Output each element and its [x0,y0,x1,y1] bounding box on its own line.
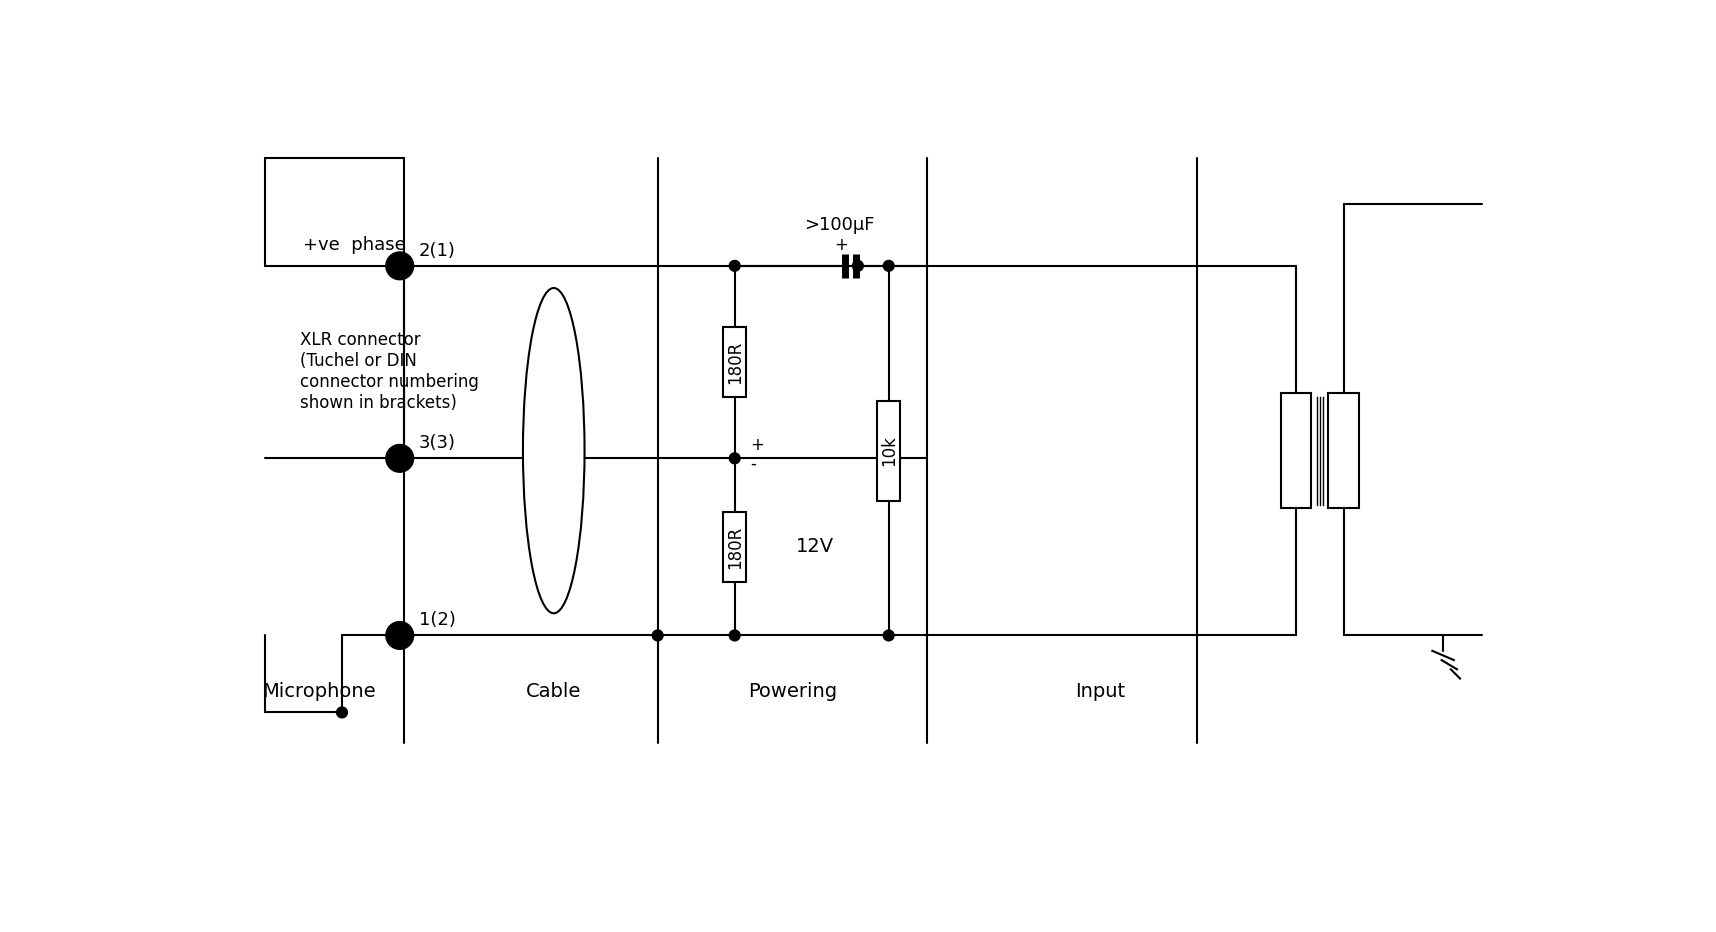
Circle shape [884,260,894,271]
Text: >100μF: >100μF [805,216,875,235]
Circle shape [652,630,662,641]
Ellipse shape [523,288,585,613]
Text: 180R: 180R [726,340,743,384]
Text: 3(3): 3(3) [419,434,456,452]
Circle shape [729,453,740,464]
Circle shape [729,260,740,271]
Text: Powering: Powering [748,682,837,701]
Bar [1280,393,1311,508]
Text: 10k: 10k [880,435,897,466]
Text: Input: Input [1076,682,1126,701]
Text: +: + [834,236,848,254]
Text: +: + [750,436,764,454]
Text: +ve  phase: +ve phase [304,237,407,254]
Text: 180R: 180R [726,526,743,569]
Bar [722,327,746,397]
Text: Cable: Cable [527,682,582,701]
Text: 1(2): 1(2) [419,611,456,629]
Bar [1328,393,1359,508]
Text: XLR connector
(Tuchel or DIN
connector numbering
shown in brackets): XLR connector (Tuchel or DIN connector n… [300,331,479,412]
Bar [722,513,746,582]
Text: 2(1): 2(1) [419,241,456,260]
Circle shape [884,630,894,641]
Circle shape [386,252,414,280]
Text: 12V: 12V [796,538,834,556]
Circle shape [853,260,863,271]
Circle shape [386,445,414,473]
Circle shape [729,630,740,641]
Circle shape [386,622,414,650]
Text: -: - [750,455,757,473]
Circle shape [336,707,347,718]
Bar [877,401,901,500]
Text: Microphone: Microphone [263,682,376,701]
